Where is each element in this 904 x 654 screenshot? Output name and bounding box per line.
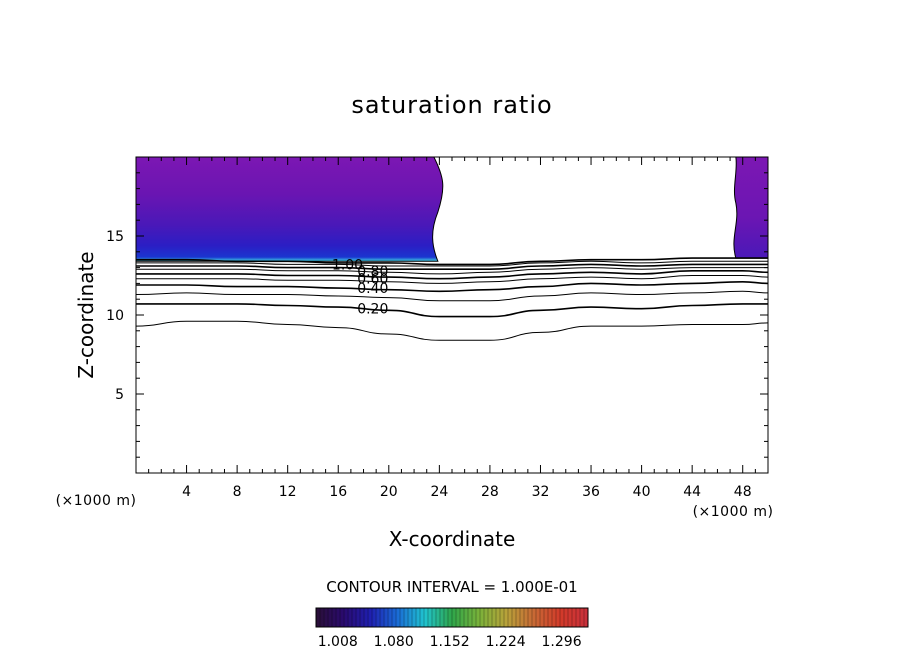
contour-line: [135, 290, 769, 302]
y-tick-label: 15: [106, 229, 124, 245]
x-tick-label: 16: [329, 484, 347, 500]
y-tick-label: 5: [115, 387, 124, 403]
contour-line: [136, 257, 768, 266]
contour-line: [136, 280, 769, 293]
contour-line: [136, 263, 768, 271]
x-axis-ticks: 4 8 12 16 20 24 28 32 36 40 44 48: [148, 157, 756, 500]
colorbar-tick-label: 1.152: [430, 634, 470, 650]
supersaturation-fill: [135, 156, 769, 262]
x-tick-label: 48: [734, 484, 752, 500]
contour-label: 0.40: [357, 281, 388, 297]
contour-line: [136, 303, 768, 318]
colorbar-tick-label: 1.296: [542, 634, 582, 650]
x-tick-label: 12: [279, 484, 297, 500]
contour-line: [136, 269, 769, 280]
x-tick-label: 28: [481, 484, 499, 500]
contour-label: 0.60: [357, 272, 388, 288]
supersaturated-region: [135, 156, 444, 262]
y-axis-ticks: 5 10 15: [106, 172, 768, 458]
x-tick-label: 4: [182, 484, 191, 500]
contour-labels: 1.000.800.600.40 0.20: [332, 257, 388, 317]
colorbar-tick-label: 1.080: [374, 634, 414, 650]
x-tick-label: 20: [380, 484, 398, 500]
contour-line: [135, 320, 769, 341]
contour-line: [136, 267, 768, 275]
y-tick-label: 10: [106, 308, 124, 324]
supersaturated-region: [733, 156, 769, 259]
x-tick-label: 8: [233, 484, 242, 500]
x-tick-label: 24: [430, 484, 448, 500]
contour-line: [135, 260, 768, 267]
x-tick-label: 36: [582, 484, 600, 500]
x-tick-label: 44: [683, 484, 701, 500]
contour-lines: [135, 257, 769, 341]
x-tick-label: 40: [633, 484, 651, 500]
x-axis-label: X-coordinate: [389, 527, 516, 551]
contour-label: 0.80: [357, 264, 388, 280]
x-unit-left: (×1000 m): [56, 493, 137, 509]
chart-title: saturation ratio: [351, 91, 552, 119]
colorbar-gradient: [315, 607, 589, 628]
contour-label: 0.20: [357, 302, 388, 318]
y-axis-label: Z-coordinate: [74, 251, 98, 378]
contour-line: [135, 275, 769, 284]
x-unit-right: (×1000 m): [693, 504, 774, 520]
colorbar-tick-labels: 1.008 1.080 1.152 1.224 1.296: [318, 634, 582, 650]
x-tick-label: 32: [532, 484, 550, 500]
colorbar-tick-label: 1.008: [318, 634, 358, 650]
colorbar-tick-label: 1.224: [486, 634, 526, 650]
contour-interval-text: CONTOUR INTERVAL = 1.000E-01: [326, 578, 577, 596]
colorbar: [315, 607, 589, 628]
contour-label: 1.00: [332, 257, 363, 273]
